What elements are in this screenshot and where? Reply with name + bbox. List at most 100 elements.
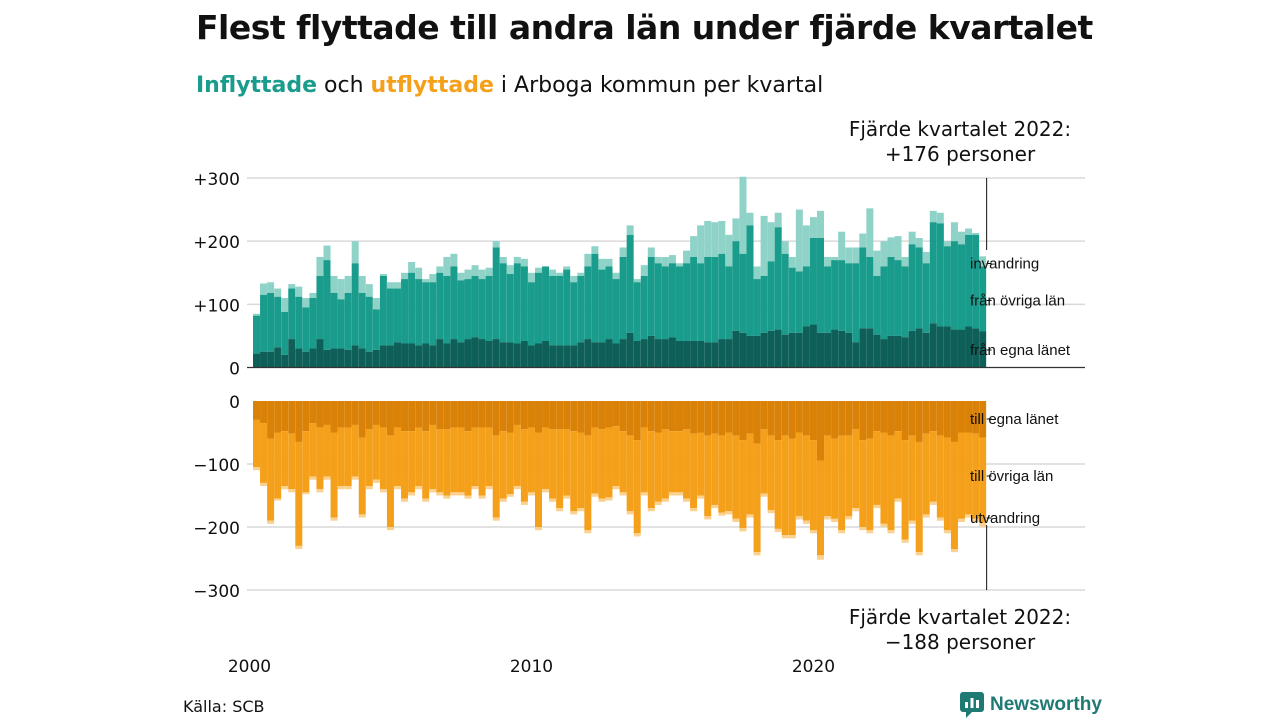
bar-in-ovriga	[549, 275, 557, 346]
bar-out-egna	[901, 401, 909, 441]
y-tick-label-top: 0	[229, 360, 240, 380]
bar-out-ovriga	[788, 438, 796, 536]
bar-in-egna	[520, 340, 528, 368]
bar-in-egna	[802, 326, 810, 368]
bar-in-egna	[824, 332, 832, 368]
bar-out-ovriga	[647, 431, 655, 509]
bar-in-ovriga	[485, 275, 493, 341]
bar-out-utvandring	[619, 492, 627, 496]
bar-out-ovriga	[845, 435, 853, 517]
bar-out-egna	[661, 401, 669, 430]
bar-out-utvandring	[866, 530, 874, 534]
bar-out-egna	[633, 401, 641, 441]
bar-out-egna	[542, 401, 550, 428]
bar-in-ovriga	[802, 266, 810, 327]
bar-in-invandring	[267, 282, 275, 293]
newsworthy-icon	[960, 692, 984, 718]
bar-in-egna	[647, 335, 655, 368]
bar-in-ovriga	[253, 315, 260, 354]
bar-in-invandring	[958, 231, 965, 245]
bar-out-utvandring	[788, 535, 796, 539]
bar-out-ovriga	[831, 438, 839, 519]
y-tick-label-top: +200	[193, 233, 240, 253]
bar-out-utvandring	[746, 514, 754, 518]
bar-in-invandring	[358, 275, 366, 293]
bar-out-ovriga	[767, 435, 775, 510]
bar-out-utvandring	[542, 489, 550, 493]
bar-in-invandring	[386, 282, 394, 289]
bar-out-egna	[351, 401, 359, 425]
bar-out-egna	[817, 401, 824, 461]
bar-in-egna	[654, 339, 662, 368]
bar-in-ovriga	[612, 279, 620, 344]
bar-out-egna	[732, 401, 740, 436]
bar-out-egna	[436, 401, 444, 430]
bar-in-ovriga	[527, 282, 535, 346]
chart-subtitle: Inflyttade och utflyttade i Arboga kommu…	[196, 73, 823, 98]
bar-in-ovriga	[683, 263, 691, 341]
bar-in-egna	[584, 339, 592, 368]
bar-in-ovriga	[809, 238, 817, 325]
bar-in-ovriga	[436, 272, 444, 340]
bar-out-utvandring	[485, 486, 493, 490]
bar-in-ovriga	[880, 266, 888, 340]
bar-out-ovriga	[471, 427, 479, 487]
bar-in-ovriga	[887, 256, 895, 336]
bar-out-utvandring	[633, 533, 641, 537]
bar-out-ovriga	[302, 431, 310, 493]
bar-in-invandring	[824, 256, 832, 267]
bar-in-invandring	[774, 212, 782, 228]
bar-out-ovriga	[549, 429, 557, 499]
bar-out-utvandring	[535, 527, 542, 531]
bar-in-ovriga	[697, 263, 705, 341]
bar-in-invandring	[845, 247, 853, 264]
bar-out-ovriga	[668, 431, 676, 493]
bar-in-egna	[457, 342, 465, 368]
bar-in-ovriga	[386, 288, 394, 346]
bar-in-egna	[718, 339, 726, 368]
bar-out-egna	[725, 401, 733, 433]
bar-out-utvandring	[697, 495, 705, 499]
bar-out-utvandring	[253, 467, 260, 471]
bar-out-egna	[894, 401, 902, 432]
bar-out-ovriga	[330, 432, 338, 518]
bar-out-utvandring	[450, 492, 458, 496]
bar-out-egna	[274, 401, 282, 433]
bar-out-egna	[795, 401, 803, 433]
bar-in-ovriga	[838, 260, 846, 331]
bar-in-ovriga	[831, 260, 839, 330]
bar-in-egna	[704, 342, 712, 368]
bar-out-utvandring	[936, 517, 944, 521]
bar-out-utvandring	[718, 512, 726, 516]
bar-out-utvandring	[781, 535, 789, 539]
bar-out-ovriga	[958, 432, 965, 519]
bar-out-egna	[598, 401, 606, 430]
bar-in-invandring	[499, 256, 507, 264]
bar-in-invandring	[654, 256, 662, 264]
bar-out-egna	[478, 401, 486, 428]
bar-out-utvandring	[471, 486, 479, 490]
bar-in-ovriga	[584, 266, 592, 340]
bar-in-egna	[394, 342, 401, 368]
subtitle-outflow: utflyttade	[370, 73, 494, 98]
bar-in-egna	[746, 335, 754, 368]
bar-in-invandring	[598, 258, 606, 270]
bar-in-invandring	[330, 275, 338, 293]
bar-out-ovriga	[274, 432, 282, 499]
bar-in-egna	[817, 332, 824, 368]
bar-in-egna	[260, 351, 268, 368]
bar-out-utvandring	[415, 486, 423, 490]
bar-out-egna	[626, 401, 634, 436]
bar-in-ovriga	[739, 253, 747, 333]
bar-in-ovriga	[704, 256, 712, 343]
bar-in-ovriga	[915, 247, 923, 329]
bar-out-ovriga	[478, 427, 486, 496]
bar-out-egna	[831, 401, 839, 439]
bar-out-ovriga	[344, 427, 352, 487]
bar-out-utvandring	[838, 530, 846, 534]
bar-in-egna	[612, 343, 620, 368]
bar-in-ovriga	[640, 275, 648, 340]
bar-in-ovriga	[260, 294, 268, 352]
bar-in-egna	[845, 332, 853, 368]
